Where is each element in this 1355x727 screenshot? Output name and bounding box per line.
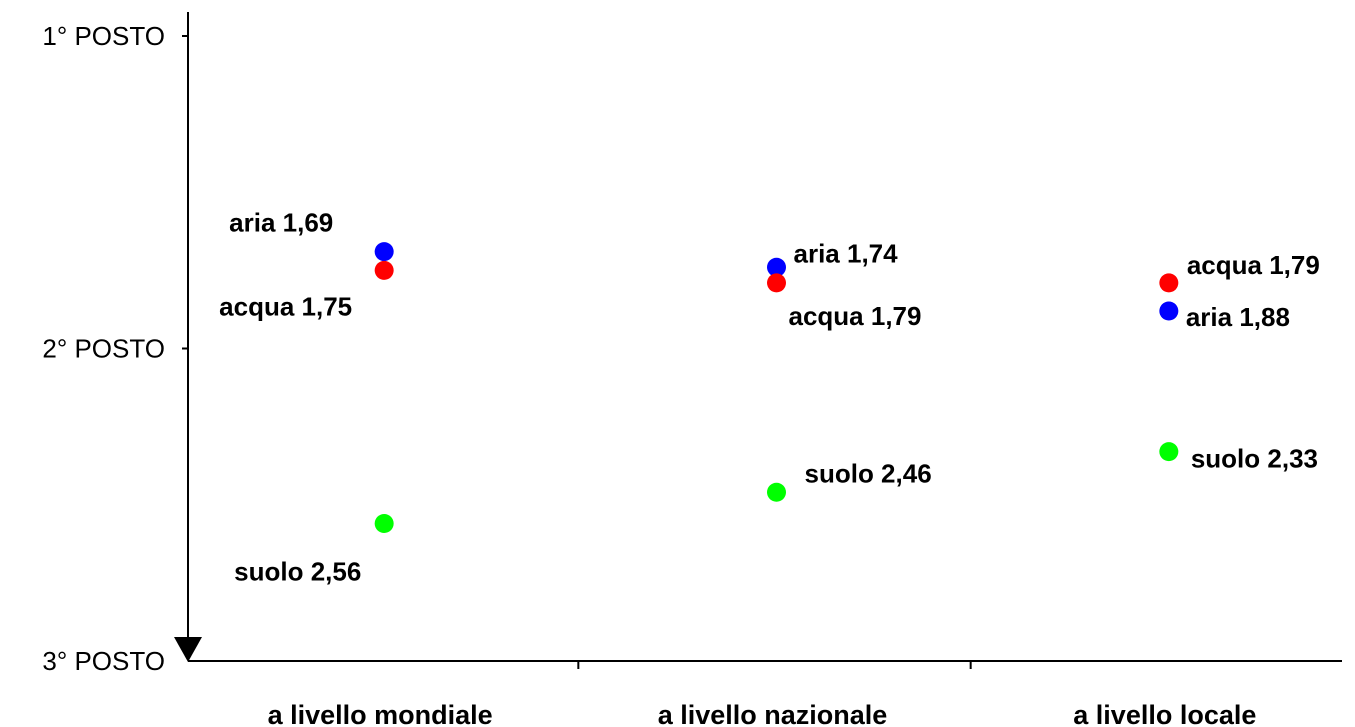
acqua-data-label: acqua 1,79 bbox=[789, 301, 922, 331]
y-tick-label: 3° POSTO bbox=[42, 646, 165, 676]
y-tick-label: 2° POSTO bbox=[42, 334, 165, 364]
x-category-label: a livello nazionale bbox=[658, 700, 888, 727]
suolo-point bbox=[374, 514, 394, 533]
aria-point bbox=[1159, 301, 1179, 321]
axes bbox=[174, 12, 1342, 662]
ticks: 1° POSTO 2° POSTO 3° POSTO a livello mondia… bbox=[42, 21, 1256, 727]
aria-point bbox=[374, 242, 394, 262]
aria-point bbox=[767, 257, 786, 277]
aria-data-label: aria 1,88 bbox=[1186, 302, 1290, 332]
suolo-point bbox=[1159, 442, 1179, 462]
acqua-data-label: acqua 1,75 bbox=[219, 291, 352, 321]
data-labels: aria 1,69 aria 1,74 aria 1,88 acqua 1,75 acq… bbox=[219, 208, 1320, 587]
acqua-data-label: acqua 1,79 bbox=[1187, 250, 1320, 280]
suolo-point bbox=[767, 482, 786, 502]
suolo-data-label: suolo 2,56 bbox=[234, 557, 361, 587]
acqua-point bbox=[374, 260, 394, 280]
x-category-label: a livello mondiale bbox=[268, 700, 493, 727]
data-points bbox=[374, 242, 1179, 533]
y-tick-label: 1° POSTO bbox=[42, 21, 165, 51]
suolo-data-label: suolo 2,33 bbox=[1191, 444, 1318, 474]
acqua-point bbox=[1159, 273, 1179, 293]
aria-data-label: aria 1,74 bbox=[794, 238, 899, 268]
suolo-data-label: suolo 2,46 bbox=[805, 458, 932, 488]
acqua-point bbox=[767, 273, 786, 293]
aria-data-label: aria 1,69 bbox=[229, 208, 333, 238]
x-category-label: a livello locale bbox=[1073, 700, 1256, 727]
y-axis-arrowhead bbox=[174, 637, 202, 662]
